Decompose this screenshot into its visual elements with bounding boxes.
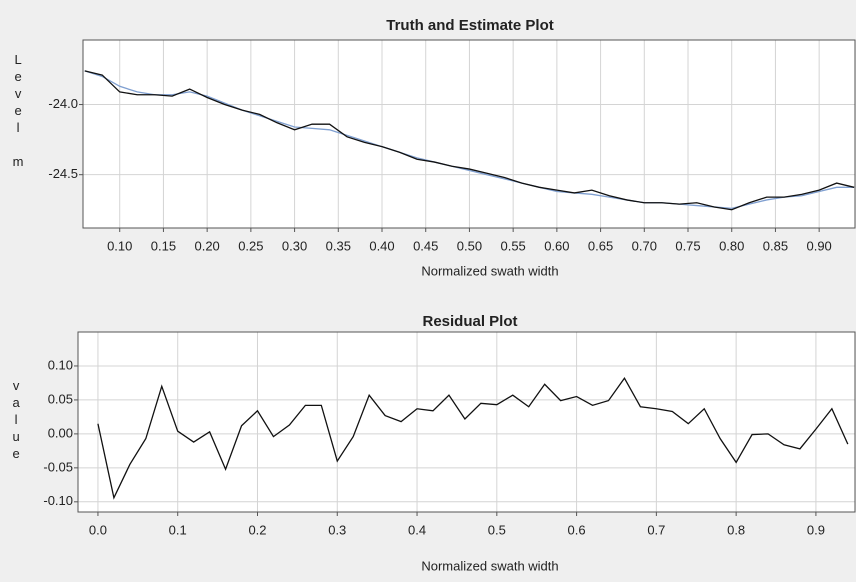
x-tick-label: 0.2	[248, 522, 266, 537]
x-tick-label: 0.85	[763, 238, 788, 253]
x-tick-label: 0.60	[544, 238, 569, 253]
y-tick-label: 0.00	[48, 425, 73, 440]
plot-border	[77, 331, 856, 513]
x-tick-label: 0.5	[488, 522, 506, 537]
plot-area	[78, 332, 855, 512]
x-tick-label: 0.45	[413, 238, 438, 253]
x-tick-label: 0.50	[457, 238, 482, 253]
y-tick-label: -0.05	[43, 459, 73, 474]
data-line	[84, 70, 855, 210]
x-tick-label: 0.7	[647, 522, 665, 537]
plot-border	[82, 39, 856, 229]
chart-title: Residual Plot	[422, 313, 517, 330]
x-tick-label: 0.1	[169, 522, 187, 537]
y-tick-label: 0.10	[48, 357, 73, 372]
y-axis-label: value	[9, 378, 24, 463]
chart-title: Truth and Estimate Plot	[386, 17, 554, 34]
data-line	[97, 376, 849, 500]
x-tick-label: 0.4	[408, 522, 426, 537]
x-tick-label: 0.20	[194, 238, 219, 253]
x-tick-label: 0.6	[568, 522, 586, 537]
x-tick-label: 0.15	[151, 238, 176, 253]
x-tick-label: 0.3	[328, 522, 346, 537]
x-tick-label: 0.30	[282, 238, 307, 253]
x-axis-label: Normalized swath width	[421, 558, 558, 573]
y-tick-label: -0.10	[43, 493, 73, 508]
y-tick-label: -24.5	[48, 166, 78, 181]
x-tick-label: 0.65	[588, 238, 613, 253]
y-axis-label: Level m	[11, 52, 26, 171]
x-tick-label: 0.80	[719, 238, 744, 253]
x-tick-label: 0.55	[500, 238, 525, 253]
y-tick-label: 0.05	[48, 391, 73, 406]
x-tick-label: 0.9	[807, 522, 825, 537]
x-axis-label: Normalized swath width	[421, 263, 558, 278]
y-tick-label: -24.0	[48, 96, 78, 111]
x-tick-label: 0.10	[107, 238, 132, 253]
x-tick-label: 0.70	[632, 238, 657, 253]
x-tick-label: 0.75	[675, 238, 700, 253]
x-tick-label: 0.25	[238, 238, 263, 253]
data-line	[84, 70, 855, 211]
x-tick-label: 0.90	[806, 238, 831, 253]
x-tick-label: 0.35	[326, 238, 351, 253]
x-tick-label: 0.0	[89, 522, 107, 537]
x-tick-label: 0.8	[727, 522, 745, 537]
x-tick-label: 0.40	[369, 238, 394, 253]
